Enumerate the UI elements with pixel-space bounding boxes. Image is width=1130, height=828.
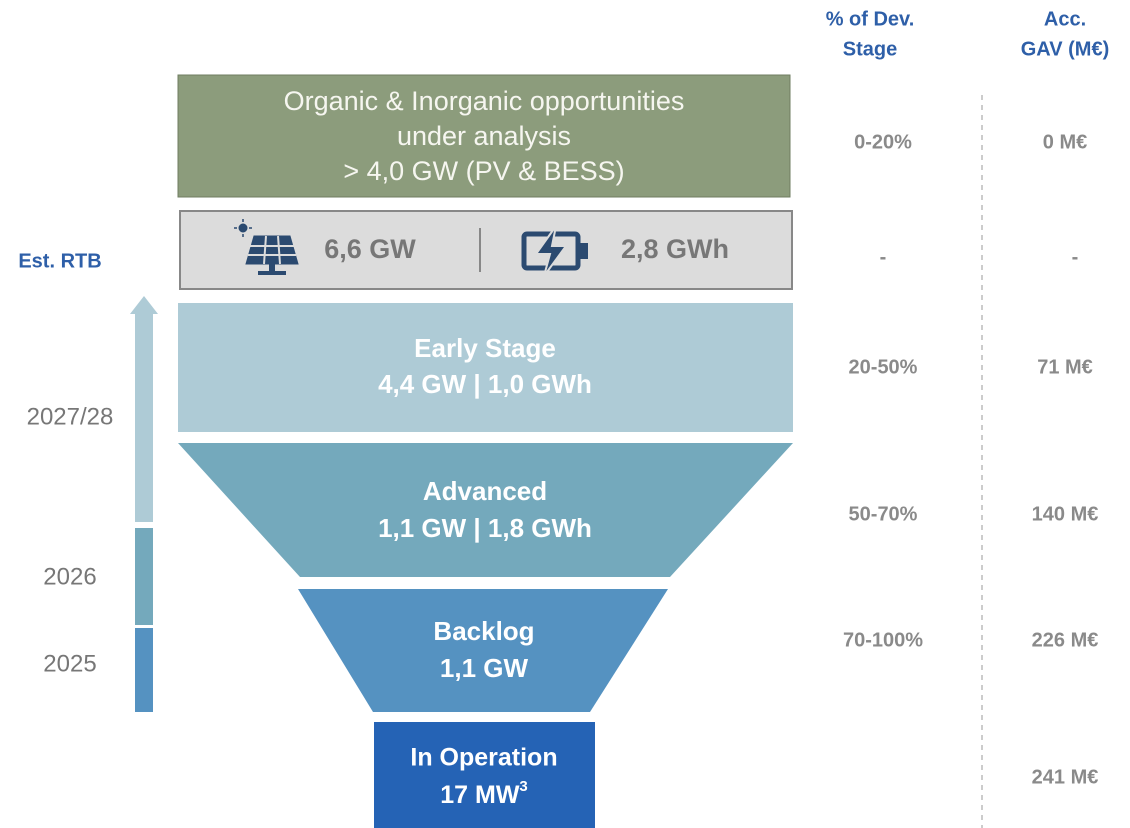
year: 2027/28 — [27, 403, 114, 430]
timeline-bar — [135, 312, 153, 522]
bess-capacity: 2,8 GWh — [621, 234, 729, 264]
stage-text: In Operation — [410, 744, 557, 772]
footnote: 3 — [519, 778, 527, 795]
stage-text: 4,4 GW | 1,0 GWh — [378, 369, 592, 399]
year: 2026 — [43, 563, 96, 590]
stage-text: > 4,0 GW (PV & BESS) — [343, 156, 624, 186]
stage-text: 17 MW3 — [440, 778, 528, 809]
stage-box — [178, 443, 793, 577]
stage-text: under analysis — [397, 121, 571, 151]
gav-value: - — [1072, 246, 1079, 268]
stage-text: 1,1 GW — [440, 653, 529, 683]
header: Stage — [843, 38, 897, 60]
timeline-bar — [135, 528, 153, 625]
pv-capacity: 6,6 GW — [324, 234, 416, 264]
stage-box — [178, 303, 793, 432]
stage-box — [177, 74, 791, 198]
capacity: 17 MW — [440, 781, 520, 809]
stage-box — [374, 722, 595, 828]
battery-icon — [521, 225, 588, 277]
stage-text: Organic & Inorganic opportunities — [284, 86, 685, 116]
header: % of Dev. — [826, 8, 915, 30]
year: 2025 — [43, 650, 96, 677]
gav-value: 241 M€ — [1032, 766, 1099, 788]
dev-value: - — [880, 246, 887, 268]
gav-value: 226 M€ — [1032, 629, 1099, 651]
header: Acc. — [1044, 8, 1086, 30]
arrow-head — [130, 296, 158, 314]
timeline-bar — [135, 628, 153, 712]
gav-value: 0 M€ — [1043, 131, 1087, 153]
gav-value: 71 M€ — [1037, 356, 1093, 378]
header: GAV (M€) — [1021, 38, 1110, 60]
dev-value: 20-50% — [849, 356, 918, 378]
stage-text: Backlog — [433, 616, 534, 646]
stage-text: 1,1 GW | 1,8 GWh — [378, 513, 592, 543]
dev-value: 0-20% — [854, 131, 912, 153]
gav-value: 140 M€ — [1032, 503, 1099, 525]
dev-value: 50-70% — [849, 503, 918, 525]
solar-icon — [234, 219, 299, 275]
stage-text: Early Stage — [414, 333, 556, 363]
stage-text: Advanced — [423, 476, 547, 506]
stage-box — [298, 589, 668, 712]
timeline-label: Est. RTB — [18, 250, 101, 272]
dev-value: 70-100% — [843, 629, 923, 651]
